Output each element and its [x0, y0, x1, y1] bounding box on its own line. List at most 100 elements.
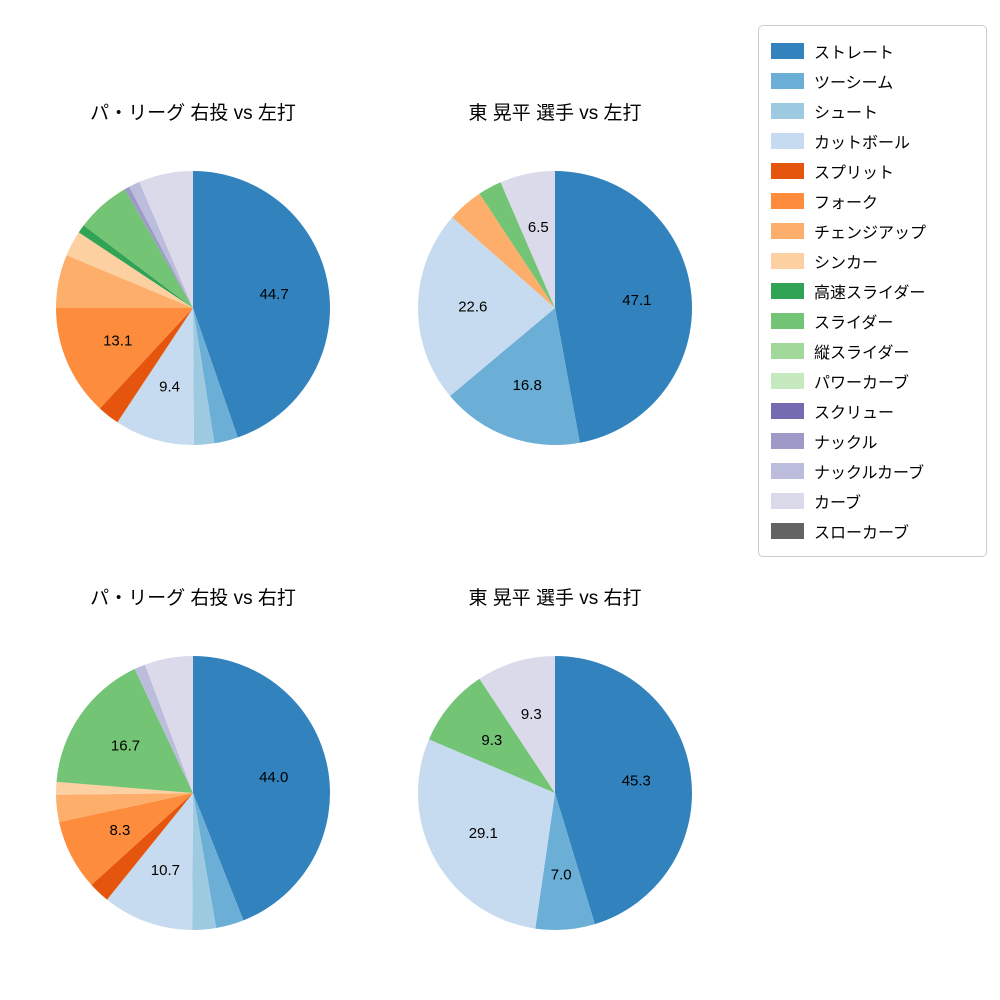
slice-label: 9.4 — [159, 378, 180, 395]
legend-label: シュート — [814, 105, 879, 122]
pie-slice — [479, 182, 555, 308]
legend-item: シュート — [771, 96, 974, 126]
legend-item: フォーク — [771, 186, 974, 216]
pie-slice — [193, 171, 330, 438]
pie-slice — [417, 217, 555, 396]
slice-label: 8.3 — [109, 822, 130, 839]
pie: 44.7 9.4 13.1 — [56, 171, 330, 446]
pie-slice — [134, 664, 193, 793]
legend-label: スプリット — [814, 165, 895, 182]
pie: 44.0 10.7 8.3 16.7 — [55, 656, 330, 931]
pie-slice — [56, 669, 194, 793]
legend-label: ツーシーム — [814, 75, 894, 92]
legend-swatch — [771, 223, 804, 239]
legend-item: ナックル — [771, 426, 974, 456]
legend-swatch — [771, 103, 804, 119]
pie-slice — [139, 171, 193, 308]
legend-label: パワーカーブ — [814, 375, 910, 392]
pie-slice — [193, 308, 238, 444]
legend-swatch — [771, 43, 804, 59]
legend-item: シンカー — [771, 246, 974, 276]
legend-item: ストレート — [771, 36, 974, 66]
legend-swatch — [771, 343, 804, 359]
legend-swatch — [771, 163, 804, 179]
pie-slice — [193, 656, 330, 921]
pie-slice — [500, 171, 555, 308]
pie-slice — [193, 793, 244, 929]
slice-label: 16.8 — [513, 377, 542, 394]
slice-label: 6.5 — [528, 219, 549, 236]
pie-slice — [418, 739, 555, 929]
legend-item: 縦スライダー — [771, 336, 974, 366]
slice-label: 13.1 — [103, 332, 132, 349]
pie: 45.3 7.0 29.1 9.3 9.3 — [418, 656, 692, 930]
legend-swatch — [771, 253, 804, 269]
legend-swatch — [771, 463, 804, 479]
legend-swatch — [771, 493, 804, 509]
legend-swatch — [771, 313, 804, 329]
pie-slice — [193, 308, 215, 445]
legend-label: チェンジアップ — [814, 225, 927, 242]
pie-chart-league-right-vs-right: パ・リーグ 右投 vs 右打 44.0 10.7 8.3 16.7 — [23, 585, 363, 933]
pie-slice — [56, 308, 193, 409]
legend-item: ナックルカーブ — [771, 456, 974, 486]
pie-slice — [59, 793, 193, 885]
legend-swatch — [771, 523, 804, 539]
legend-label: カーブ — [814, 495, 862, 512]
slice-label: 9.3 — [521, 706, 542, 723]
legend-swatch — [771, 133, 804, 149]
chart-title: 東 晃平 選手 vs 左打 — [468, 103, 642, 124]
legend-swatch — [771, 403, 804, 419]
legend-label: ナックル — [814, 435, 878, 452]
legend-swatch — [771, 193, 804, 209]
slice-label: 7.0 — [551, 867, 572, 884]
pie-slice — [129, 181, 193, 308]
pie-slice — [117, 308, 194, 446]
pie-slice — [55, 781, 193, 795]
legend-label: スライダー — [814, 315, 894, 332]
legend-label: スローカーブ — [814, 525, 910, 542]
pie-slice — [428, 678, 555, 793]
pie-slice — [78, 225, 193, 308]
pie-slice — [479, 656, 555, 793]
pie-slice — [99, 308, 193, 423]
legend-item: パワーカーブ — [771, 366, 974, 396]
legend-swatch — [771, 73, 804, 89]
pie-slice — [56, 255, 193, 308]
legend-label: シンカー — [814, 255, 879, 272]
pie-slice — [555, 656, 692, 925]
pie-slice — [66, 232, 193, 308]
legend-label: ストレート — [814, 45, 895, 62]
legend: ストレートツーシームシュートカットボール スプリットフォークチェンジアップ シンカー… — [758, 25, 987, 557]
legend-item: スローカーブ — [771, 516, 974, 546]
legend-item: 高速スライダー — [771, 276, 974, 306]
legend-label: フォーク — [814, 195, 879, 212]
legend-item: スクリュー — [771, 396, 974, 426]
pie-slice — [124, 186, 193, 308]
pie-slice — [535, 793, 595, 930]
pie-slice — [555, 171, 692, 443]
pie-slice — [144, 656, 193, 793]
pie-slice — [83, 189, 193, 308]
slice-label: 45.3 — [622, 772, 651, 789]
legend-item: ツーシーム — [771, 66, 974, 96]
pie-slice — [56, 793, 194, 823]
legend-item: スプリット — [771, 156, 974, 186]
legend-item: チェンジアップ — [771, 216, 974, 246]
slice-label: 22.6 — [458, 299, 487, 316]
pie-chart-league-right-vs-left: パ・リーグ 右投 vs 左打 44.7 9.4 13.1 — [23, 100, 363, 448]
pie: 47.1 16.8 22.6 6.5 — [417, 171, 692, 445]
pie-slice — [452, 193, 555, 308]
legend-swatch — [771, 373, 804, 389]
legend-item: カーブ — [771, 486, 974, 516]
pie-chart-player-vs-left: 東 晃平 選手 vs 左打 47.1 16.8 22.6 6.5 — [385, 100, 725, 448]
chart-title: パ・リーグ 右投 vs 右打 — [90, 588, 296, 609]
slice-label: 16.7 — [111, 738, 140, 755]
slice-label: 29.1 — [469, 825, 498, 842]
legend-label: カットボール — [814, 135, 911, 152]
slice-label: 10.7 — [151, 862, 180, 879]
slice-label: 44.0 — [259, 769, 288, 786]
slice-label: 9.3 — [481, 732, 502, 749]
pie-slice — [91, 793, 193, 900]
